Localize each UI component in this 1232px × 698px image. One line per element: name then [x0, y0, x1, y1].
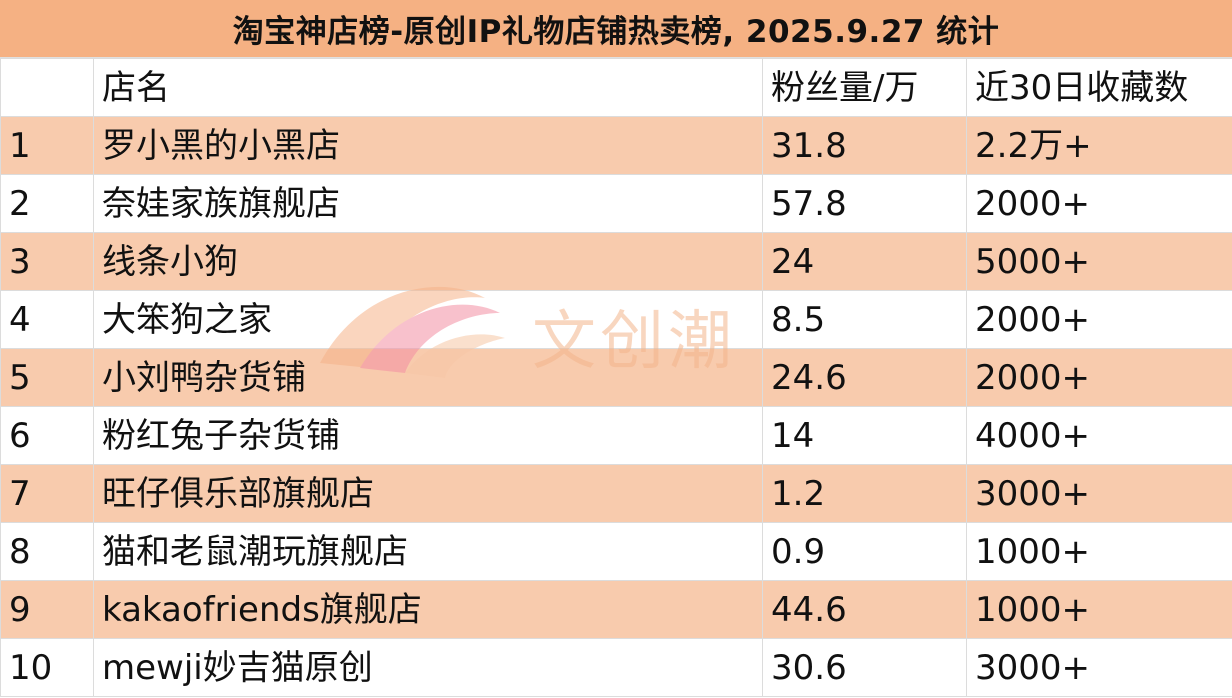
- fans-cell: 57.8: [762, 174, 967, 233]
- table-header-row: 店名 粉丝量/万 近30日收藏数: [0, 58, 1232, 117]
- fans-cell: 31.8: [762, 116, 967, 175]
- header-favorites: 近30日收藏数: [966, 58, 1232, 117]
- table-row: 2 奈娃家族旗舰店 57.8 2000+: [0, 174, 1232, 233]
- shop-name-cell: 罗小黑的小黑店: [93, 116, 763, 175]
- page-title: 淘宝神店榜-原创IP礼物店铺热卖榜, 2025.9.27 统计: [0, 0, 1232, 58]
- fans-cell: 24.6: [762, 348, 967, 407]
- fans-cell: 14: [762, 406, 967, 465]
- table-row: 3 线条小狗 24 5000+: [0, 232, 1232, 291]
- table-row: 6 粉红兔子杂货铺 14 4000+: [0, 406, 1232, 465]
- rank-cell: 4: [0, 290, 94, 349]
- favorites-cell: 2000+: [966, 290, 1232, 349]
- rank-cell: 7: [0, 464, 94, 523]
- shop-name-cell: 小刘鸭杂货铺: [93, 348, 763, 407]
- shop-name-cell: 猫和老鼠潮玩旗舰店: [93, 522, 763, 581]
- shop-name-cell: 粉红兔子杂货铺: [93, 406, 763, 465]
- shop-name-cell: 奈娃家族旗舰店: [93, 174, 763, 233]
- table-row: 7 旺仔俱乐部旗舰店 1.2 3000+: [0, 464, 1232, 523]
- favorites-cell: 2.2万+: [966, 116, 1232, 175]
- table-row: 9 kakaofriends旗舰店 44.6 1000+: [0, 580, 1232, 639]
- ranking-table: 店名 粉丝量/万 近30日收藏数 1 罗小黑的小黑店 31.8 2.2万+ 2 …: [0, 58, 1232, 697]
- table-row: 1 罗小黑的小黑店 31.8 2.2万+: [0, 116, 1232, 175]
- favorites-cell: 3000+: [966, 638, 1232, 697]
- rank-cell: 1: [0, 116, 94, 175]
- favorites-cell: 1000+: [966, 580, 1232, 639]
- favorites-cell: 1000+: [966, 522, 1232, 581]
- fans-cell: 0.9: [762, 522, 967, 581]
- rank-cell: 8: [0, 522, 94, 581]
- shop-name-cell: 线条小狗: [93, 232, 763, 291]
- favorites-cell: 2000+: [966, 348, 1232, 407]
- shop-name-cell: 旺仔俱乐部旗舰店: [93, 464, 763, 523]
- fans-cell: 8.5: [762, 290, 967, 349]
- header-shop-name: 店名: [93, 58, 763, 117]
- shop-name-cell: 大笨狗之家: [93, 290, 763, 349]
- table-row: 8 猫和老鼠潮玩旗舰店 0.9 1000+: [0, 522, 1232, 581]
- rank-cell: 3: [0, 232, 94, 291]
- rank-cell: 6: [0, 406, 94, 465]
- fans-cell: 24: [762, 232, 967, 291]
- rank-cell: 10: [0, 638, 94, 697]
- favorites-cell: 4000+: [966, 406, 1232, 465]
- fans-cell: 1.2: [762, 464, 967, 523]
- shop-name-cell: kakaofriends旗舰店: [93, 580, 763, 639]
- table-row: 5 小刘鸭杂货铺 24.6 2000+: [0, 348, 1232, 407]
- fans-cell: 30.6: [762, 638, 967, 697]
- rank-cell: 9: [0, 580, 94, 639]
- rank-cell: 2: [0, 174, 94, 233]
- favorites-cell: 3000+: [966, 464, 1232, 523]
- table-row: 10 mewji妙吉猫原创 30.6 3000+: [0, 638, 1232, 697]
- header-rank: [0, 58, 94, 117]
- header-fans: 粉丝量/万: [762, 58, 967, 117]
- favorites-cell: 2000+: [966, 174, 1232, 233]
- fans-cell: 44.6: [762, 580, 967, 639]
- favorites-cell: 5000+: [966, 232, 1232, 291]
- rank-cell: 5: [0, 348, 94, 407]
- shop-name-cell: mewji妙吉猫原创: [93, 638, 763, 697]
- table-row: 4 大笨狗之家 8.5 2000+: [0, 290, 1232, 349]
